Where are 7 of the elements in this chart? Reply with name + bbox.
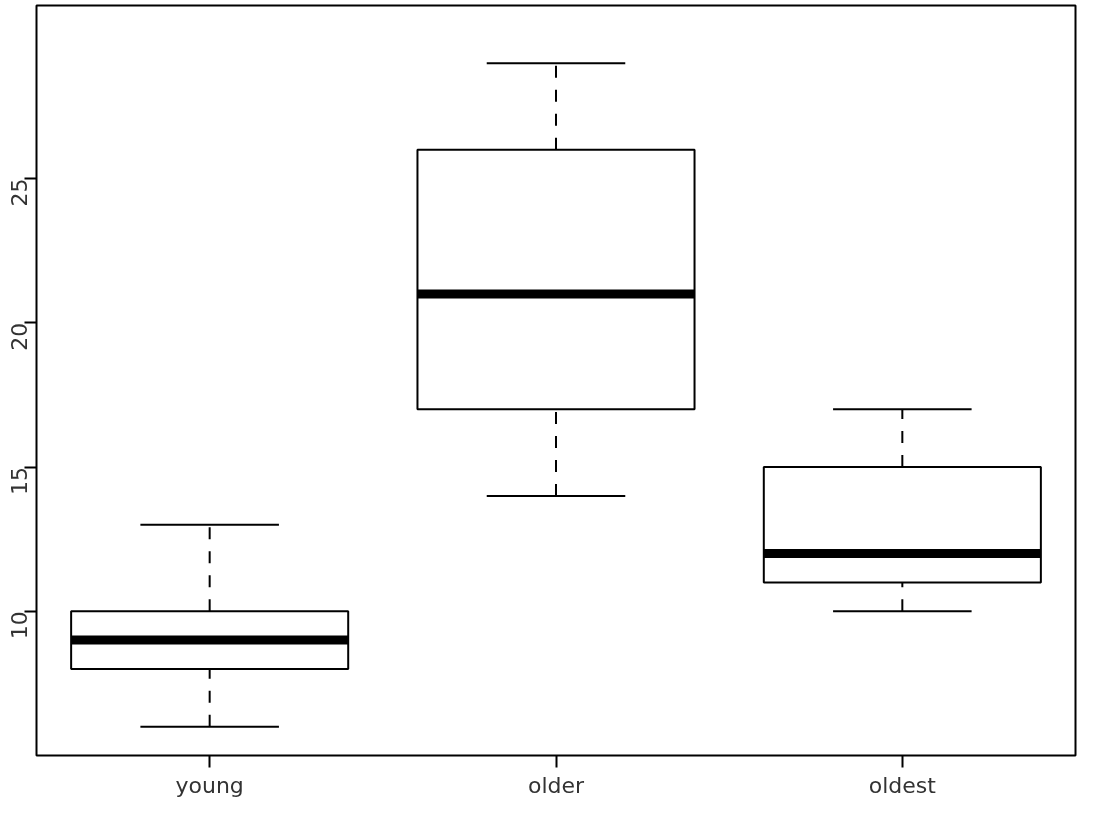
y-tick-label: 10 — [7, 611, 33, 640]
y-tick-label: 20 — [7, 322, 33, 351]
x-tick-label: young — [175, 772, 244, 798]
y-tick-label: 25 — [7, 178, 33, 207]
x-tick-label: oldest — [868, 772, 937, 798]
x-tick-label: older — [527, 772, 586, 798]
y-tick-label: 15 — [7, 467, 33, 496]
